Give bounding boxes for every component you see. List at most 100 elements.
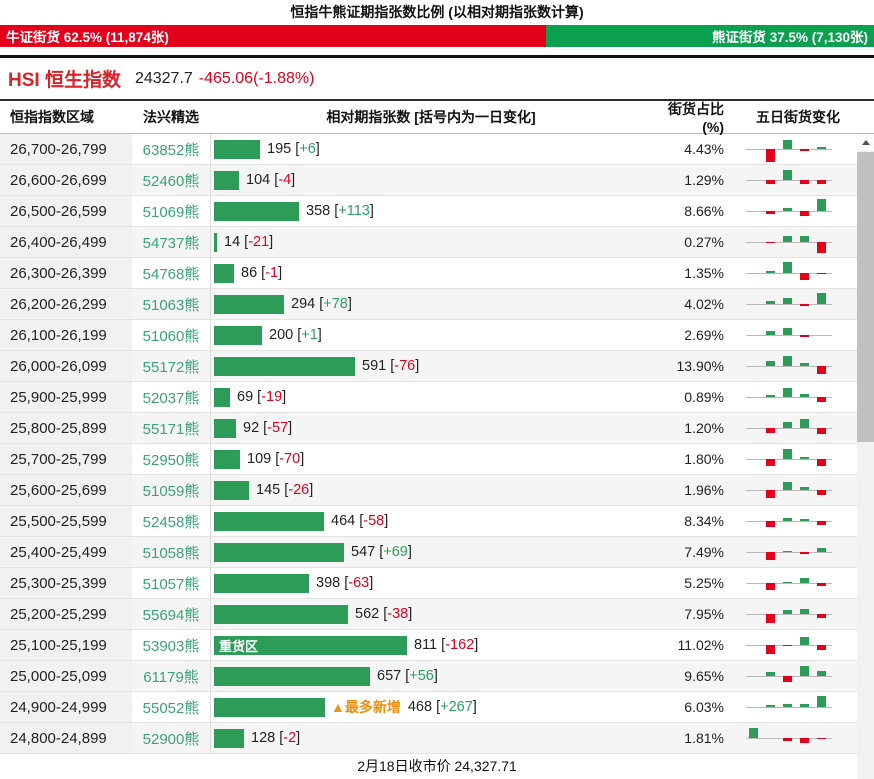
warrant-code-link[interactable]: 51057熊: [142, 575, 200, 593]
warrant-code-link[interactable]: 61179熊: [143, 668, 199, 686]
table-row[interactable]: 25,300-25,399 51057熊 398 [-63] 5.25%: [0, 568, 874, 599]
oi-percent: 8.34%: [684, 513, 724, 529]
oi-value: 14 [-21]: [224, 234, 274, 250]
spark-bar: [817, 199, 826, 211]
scrollbar-thumb[interactable]: [857, 152, 874, 442]
spark-bar: [800, 273, 809, 280]
table-row[interactable]: 25,600-25,699 51059熊 145 [-26] 1.96%: [0, 475, 874, 506]
warrant-code-link[interactable]: 51069熊: [142, 203, 200, 221]
oi-bar-cell: 294 [+78]: [210, 289, 652, 319]
five-day-change-cell: [742, 197, 854, 225]
oi-value: 398 [-63]: [316, 575, 374, 591]
spark-baseline: [746, 552, 832, 553]
warrant-code-link[interactable]: 55052熊: [142, 699, 200, 717]
spark-bar: [783, 170, 792, 180]
table-row[interactable]: 26,300-26,399 54768熊 86 [-1] 1.35%: [0, 258, 874, 289]
spark-bar: [817, 273, 826, 274]
spark-bar: [783, 645, 792, 646]
table-row[interactable]: 25,900-25,999 52037熊 69 [-19] 0.89%: [0, 382, 874, 413]
table-row[interactable]: 25,100-25,199 53903熊 重货区 811 [-162] 11.02%: [0, 630, 874, 661]
five-day-sparkline: [746, 693, 832, 721]
oi-percent: 1.80%: [684, 451, 724, 467]
table-row[interactable]: 26,600-26,699 52460熊 104 [-4] 1.29%: [0, 165, 874, 196]
warrant-code-link[interactable]: 63852熊: [142, 141, 200, 159]
oi-value: 811 [-162]: [414, 637, 479, 653]
spark-bar: [800, 666, 809, 676]
warrant-code-link[interactable]: 54768熊: [142, 265, 200, 283]
warrant-code-link[interactable]: 55694熊: [142, 606, 200, 624]
spark-bar: [766, 271, 775, 273]
table-row[interactable]: 26,100-26,199 51060熊 200 [+1] 2.69%: [0, 320, 874, 351]
oi-bar: [214, 542, 344, 562]
warrant-code-link[interactable]: 52458熊: [142, 513, 200, 531]
warrant-code-link[interactable]: 52950熊: [142, 451, 200, 469]
warrant-code-link[interactable]: 51058熊: [142, 544, 200, 562]
table-row[interactable]: 25,500-25,599 52458熊 464 [-58] 8.34%: [0, 506, 874, 537]
five-day-change-cell: [742, 290, 854, 318]
oi-bar: [214, 263, 234, 283]
divider-line: [0, 55, 874, 58]
oi-percent: 5.25%: [684, 575, 724, 591]
warrant-code-link[interactable]: 55172熊: [142, 358, 200, 376]
warrant-code-link[interactable]: 52460熊: [142, 172, 200, 190]
warrant-code-link[interactable]: 51060熊: [142, 327, 200, 345]
five-day-change-cell: [742, 476, 854, 504]
warrant-code-link[interactable]: 55171熊: [142, 420, 200, 438]
table-row[interactable]: 24,800-24,899 52900熊 128 [-2] 1.81%: [0, 723, 874, 754]
header-relative-oi: 相对期指张数 [括号内为一日变化]: [326, 109, 536, 125]
warrant-code-link[interactable]: 51059熊: [142, 482, 200, 500]
bull-bear-ratio-bar: 牛证街货 62.5% (11,874张) 熊证街货 37.5% (7,130张): [0, 25, 874, 47]
oi-value: 195 [+6]: [267, 141, 320, 157]
oi-percent: 7.95%: [684, 606, 724, 622]
index-range: 25,300-25,399: [0, 568, 132, 598]
warrant-code-link[interactable]: 52900熊: [142, 730, 200, 748]
table-row[interactable]: 25,200-25,299 55694熊 562 [-38] 7.95%: [0, 599, 874, 630]
oi-bar: [214, 170, 239, 190]
warrant-code-link[interactable]: 53903熊: [142, 637, 200, 655]
oi-percent: 4.43%: [684, 141, 724, 157]
warrant-code-link[interactable]: 52037熊: [142, 389, 200, 407]
table-row[interactable]: 25,400-25,499 51058熊 547 [+69] 7.49%: [0, 537, 874, 568]
spark-bar: [800, 637, 809, 645]
oi-percent: 8.66%: [684, 203, 724, 219]
oi-bar-cell: 69 [-19]: [210, 382, 652, 412]
spark-baseline: [746, 428, 832, 429]
oi-bar-cell: 591 [-76]: [210, 351, 652, 381]
spark-baseline: [746, 211, 832, 212]
spark-bar: [800, 578, 809, 583]
oi-value: 92 [-57]: [243, 420, 293, 436]
spark-bar: [766, 490, 775, 498]
vertical-scrollbar[interactable]: [857, 134, 874, 779]
five-day-sparkline: [746, 600, 832, 628]
bear-segment: 熊证街货 37.5% (7,130张): [546, 25, 874, 47]
five-day-sparkline: [746, 321, 832, 349]
spark-baseline: [746, 397, 832, 398]
five-day-change-cell: [742, 228, 854, 256]
table-row[interactable]: 25,000-25,099 61179熊 657 [+56] 9.65%: [0, 661, 874, 692]
spark-baseline: [746, 273, 832, 274]
index-range: 26,700-26,799: [0, 134, 132, 164]
warrant-code-link[interactable]: 54737熊: [142, 234, 200, 252]
oi-percent: 1.20%: [684, 420, 724, 436]
five-day-sparkline: [746, 445, 832, 473]
table-row[interactable]: 24,900-24,999 55052熊 ▲最多新增 468 [+267] 6.03%: [0, 692, 874, 723]
header-index-range: 恒指指数区域: [10, 109, 94, 125]
table-row[interactable]: 26,400-26,499 54737熊 14 [-21] 0.27%: [0, 227, 874, 258]
table-row[interactable]: 26,700-26,799 63852熊 195 [+6] 4.43%: [0, 134, 874, 165]
spark-bar: [766, 361, 775, 366]
table-row[interactable]: 25,700-25,799 52950熊 109 [-70] 1.80%: [0, 444, 874, 475]
table-row[interactable]: 26,500-26,599 51069熊 358 [+113] 8.66%: [0, 196, 874, 227]
oi-value: 547 [+69]: [351, 544, 412, 560]
oi-bar-cell: 464 [-58]: [210, 506, 652, 536]
index-range: 25,800-25,899: [0, 413, 132, 443]
spark-bar: [783, 298, 792, 304]
spark-bar: [800, 738, 809, 743]
warrant-code-link[interactable]: 51063熊: [142, 296, 200, 314]
scroll-up-button[interactable]: [857, 134, 874, 151]
oi-percent: 1.96%: [684, 482, 724, 498]
table-row[interactable]: 25,800-25,899 55171熊 92 [-57] 1.20%: [0, 413, 874, 444]
spark-bar: [800, 149, 809, 151]
five-day-sparkline: [746, 414, 832, 442]
table-row[interactable]: 26,000-26,099 55172熊 591 [-76] 13.90%: [0, 351, 874, 382]
table-row[interactable]: 26,200-26,299 51063熊 294 [+78] 4.02%: [0, 289, 874, 320]
